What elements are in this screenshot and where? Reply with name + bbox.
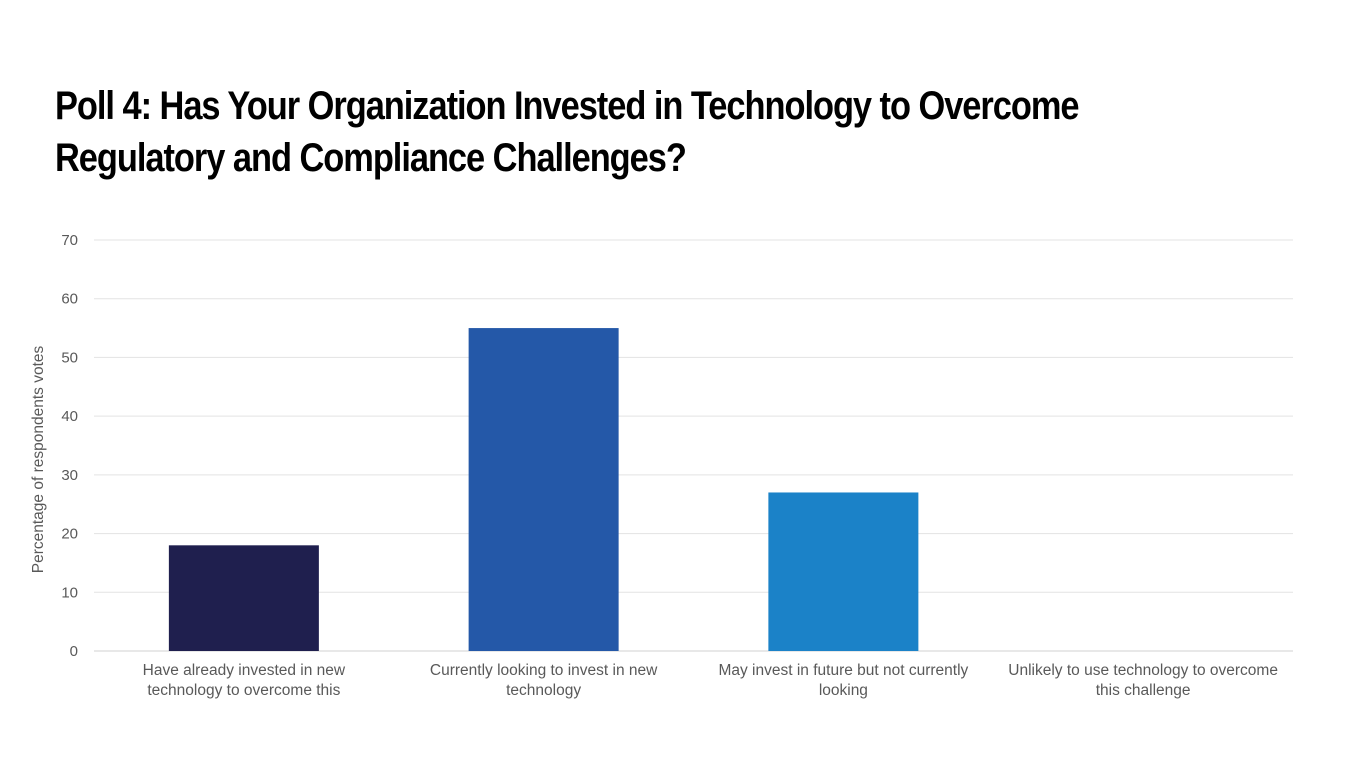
x-category-label: this challenge <box>1096 682 1191 699</box>
y-tick-label: 0 <box>70 643 78 660</box>
y-tick-label: 10 <box>61 584 78 601</box>
bar <box>168 545 319 651</box>
x-category-label: May invest in future but not currently <box>718 662 968 679</box>
x-axis-labels: Have already invested in new technology t… <box>143 662 1278 699</box>
y-axis-ticks: 0 10 20 30 40 50 60 70 <box>61 232 78 660</box>
y-axis-title: Percentage of respondents votes <box>30 346 47 574</box>
page-title-line-1: Poll 4: Has Your Organization Invested i… <box>55 84 1080 128</box>
page-title: Poll 4: Has Your Organization Invested i… <box>55 80 1087 184</box>
bar <box>468 328 619 651</box>
x-category-label: looking <box>819 682 868 699</box>
y-tick-label: 50 <box>61 349 78 366</box>
y-tick-label: 20 <box>61 526 78 543</box>
y-tick-label: 60 <box>61 291 78 308</box>
y-tick-label: 70 <box>61 232 78 249</box>
bar <box>768 492 919 651</box>
x-category-label: Unlikely to use technology to overcome <box>1008 662 1278 679</box>
x-category-label: Have already invested in new <box>143 662 346 679</box>
x-category-label: technology <box>506 682 581 699</box>
x-category-label: technology to overcome this <box>147 682 340 699</box>
gridlines <box>94 239 1293 652</box>
y-tick-label: 40 <box>61 408 78 425</box>
page-title-line-2: Regulatory and Compliance Challenges? <box>55 136 687 180</box>
x-category-label: Currently looking to invest in new <box>430 662 658 679</box>
bars <box>168 328 919 651</box>
y-tick-label: 30 <box>61 467 78 484</box>
